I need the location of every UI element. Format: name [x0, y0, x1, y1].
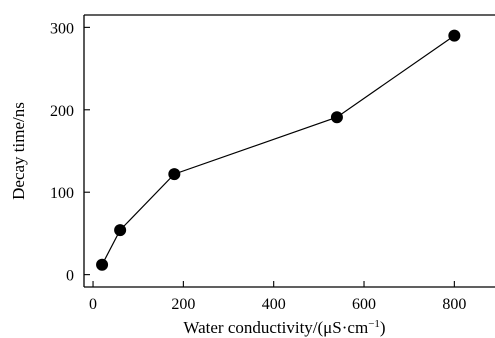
x-axis-label-main: Water conductivity/(μS·cm: [183, 318, 368, 337]
x-ticks: 0 200 400 600 800: [89, 281, 466, 313]
y-tick-label: 200: [50, 103, 74, 120]
y-ticks: 0 100 200 300: [50, 20, 90, 285]
data-point: [96, 258, 109, 271]
series-line: [101, 35, 455, 265]
x-tick-label: 0: [89, 296, 97, 313]
plot-frame: [83, 14, 495, 288]
x-tick-label: 200: [171, 296, 195, 313]
data-series: [96, 29, 461, 271]
data-point: [168, 168, 181, 181]
data-point: [114, 224, 127, 237]
x-tick-label: 800: [442, 296, 466, 313]
x-axis-label: Water conductivity/(μS·cm−1): [183, 318, 385, 337]
data-point: [330, 111, 343, 124]
y-tick-label: 300: [50, 20, 74, 37]
x-tick-label: 600: [352, 296, 376, 313]
data-point: [448, 29, 461, 42]
x-axis-label-close: ): [380, 318, 386, 337]
y-tick-label: 0: [66, 268, 74, 285]
x-tick-label: 400: [262, 296, 286, 313]
y-tick-label: 100: [50, 185, 74, 202]
y-axis-label: Decay time/ns: [9, 102, 28, 200]
x-axis-label-superscript: −1: [368, 318, 380, 330]
